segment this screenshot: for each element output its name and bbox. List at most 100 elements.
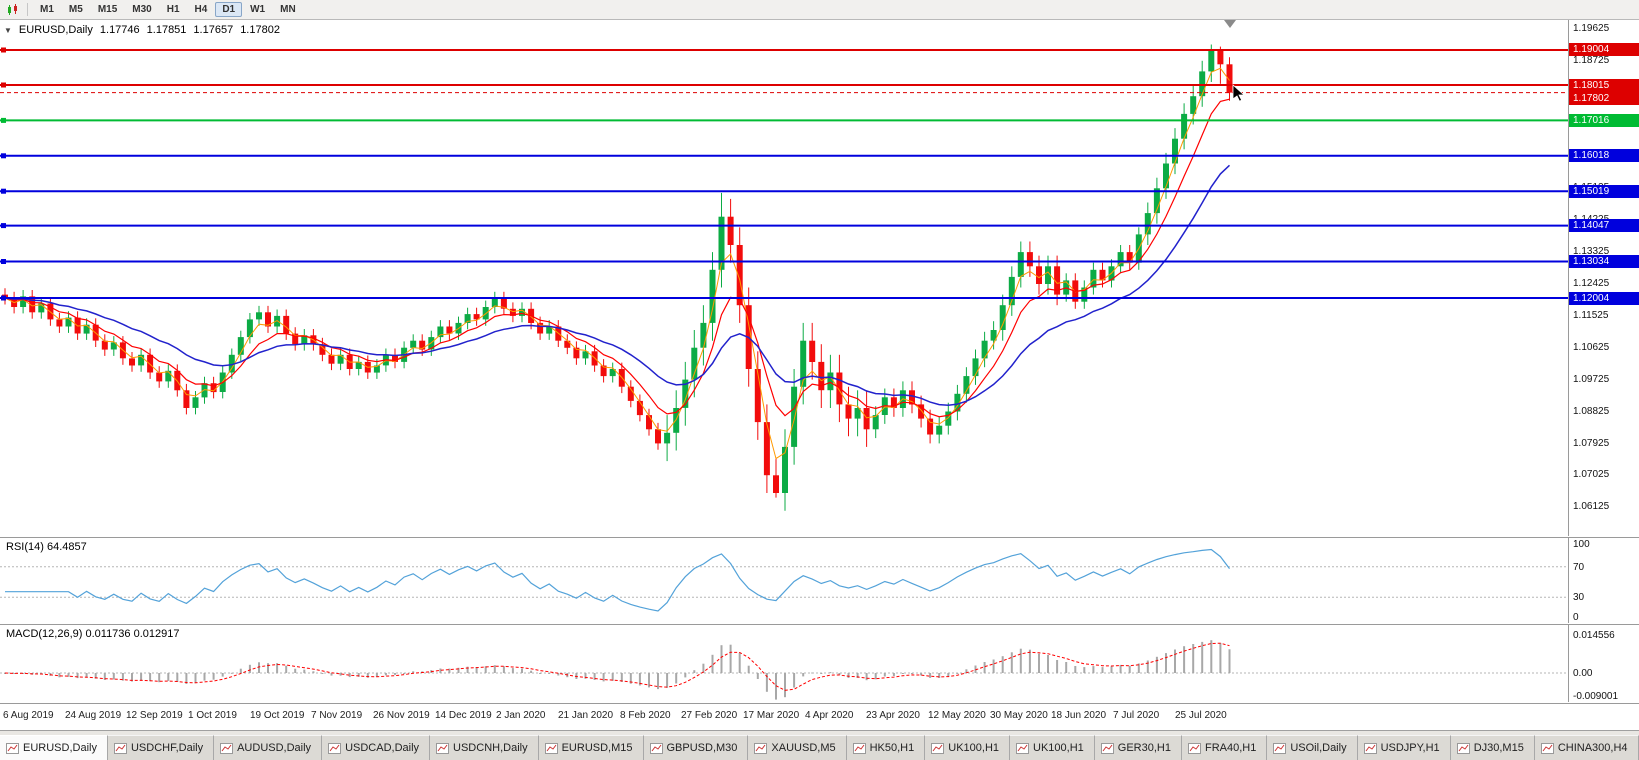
date-label: 12 Sep 2019 bbox=[126, 710, 183, 721]
hline-handle[interactable] bbox=[1, 153, 6, 159]
macd-axis[interactable]: 0.014556 0.00 -0.009001 bbox=[1568, 624, 1639, 702]
hline-handle[interactable] bbox=[1, 259, 6, 264]
open-value: 1.17746 bbox=[99, 24, 140, 36]
tab-label: HK50,H1 bbox=[869, 742, 915, 754]
rsi-panel[interactable]: RSI(14) 64.4857 bbox=[0, 537, 1568, 623]
timeframe-button-mn[interactable]: MN bbox=[280, 4, 296, 15]
macd-axis-label: 0.014556 bbox=[1573, 630, 1615, 642]
chart-tab-uk100-h1[interactable]: UK100,H1 bbox=[1010, 735, 1095, 760]
tab-chart-icon bbox=[852, 742, 866, 754]
chart-tab-ger30-h1[interactable]: GER30,H1 bbox=[1094, 735, 1182, 760]
price-axis[interactable]: 1.196251.187251.178251.169251.160251.151… bbox=[1568, 20, 1639, 536]
date-label: 25 Jul 2020 bbox=[1175, 710, 1227, 721]
hline-handle[interactable] bbox=[1, 82, 6, 88]
chart-tab-gbpusd-m30[interactable]: GBPUSD,M30 bbox=[643, 735, 749, 760]
timeframe-button-d1[interactable]: D1 bbox=[215, 2, 243, 17]
chart-tab-dj30-m15[interactable]: DJ30,M15 bbox=[1450, 735, 1535, 760]
timeframe-toolbar: M1 M5 M15 M30 H1 H4 D1 W1 MN bbox=[33, 2, 303, 17]
rsi-axis-label: 30 bbox=[1573, 592, 1585, 604]
rsi-axis[interactable]: 100 70 30 0 bbox=[1568, 537, 1639, 623]
price-level-badge: 1.14047 bbox=[1569, 219, 1639, 232]
date-label: 4 Apr 2020 bbox=[805, 710, 854, 721]
chart-tab-usdjpy-h1[interactable]: USDJPY,H1 bbox=[1357, 735, 1451, 760]
chart-tab-fra40-h1[interactable]: FRA40,H1 bbox=[1181, 735, 1268, 760]
date-label: 18 Jun 2020 bbox=[1051, 710, 1107, 721]
price-axis-label: 1.19625 bbox=[1573, 23, 1610, 34]
candlestick-chart-icon[interactable] bbox=[4, 3, 22, 16]
tab-label: UK100,H1 bbox=[948, 742, 1000, 754]
chart-tab-usdchf-daily[interactable]: USDCHF,Daily bbox=[107, 735, 215, 760]
tab-chart-icon bbox=[6, 742, 19, 754]
high-value: 1.17851 bbox=[146, 24, 187, 36]
macd-axis-label: 0.00 bbox=[1573, 668, 1593, 679]
date-label: 23 Apr 2020 bbox=[866, 710, 920, 721]
price-chart-panel[interactable]: ▼ EURUSD,Daily 1.17746 1.17851 1.17657 1… bbox=[0, 20, 1568, 536]
chart-tab-china300-h4[interactable]: CHINA300,H4 bbox=[1534, 735, 1639, 760]
macd-panel[interactable]: MACD(12,26,9) 0.011736 0.012917 bbox=[0, 624, 1568, 702]
date-label: 19 Oct 2019 bbox=[250, 710, 305, 721]
time-axis[interactable]: 6 Aug 2019 24 Aug 2019 12 Sep 2019 1 Oct 20… bbox=[0, 703, 1639, 730]
tab-chart-icon bbox=[754, 742, 768, 754]
tab-chart-icon bbox=[220, 742, 234, 754]
chart-tab-usoil-daily[interactable]: USOil,Daily bbox=[1267, 735, 1358, 760]
tab-chart-icon bbox=[436, 742, 450, 754]
price-level-badge: 1.18015 bbox=[1569, 79, 1639, 92]
chart-tab-eurusd-daily[interactable]: EURUSD,Daily bbox=[0, 735, 108, 760]
timeframe-button-m30[interactable]: M30 bbox=[132, 4, 152, 15]
price-axis-label: 1.12425 bbox=[1573, 278, 1610, 289]
tab-label: AUDUSD,Daily bbox=[237, 742, 312, 754]
tab-chart-icon bbox=[113, 742, 127, 754]
date-label: 7 Nov 2019 bbox=[311, 710, 363, 721]
price-axis-label: 1.18725 bbox=[1573, 55, 1610, 66]
date-label: 27 Feb 2020 bbox=[681, 710, 738, 721]
tab-label: CHINA300,H4 bbox=[1557, 742, 1628, 754]
chart-tab-hk50-h1[interactable]: HK50,H1 bbox=[846, 735, 926, 760]
symbol-label: EURUSD,Daily bbox=[18, 24, 93, 36]
timeframe-button-m5[interactable]: M5 bbox=[68, 4, 83, 15]
rsi-axis-label: 100 bbox=[1573, 539, 1590, 550]
current-price-badge: 1.17802 bbox=[1569, 92, 1639, 105]
timeframe-button-m15[interactable]: M15 bbox=[97, 4, 118, 15]
chart-tab-eurusd-m15[interactable]: EURUSD,M15 bbox=[538, 735, 644, 760]
tab-label: XAUUSD,M5 bbox=[771, 742, 836, 754]
date-label: 7 Jul 2020 bbox=[1113, 710, 1160, 721]
date-label: 1 Oct 2019 bbox=[188, 710, 237, 721]
price-level-badge: 1.15019 bbox=[1569, 185, 1639, 198]
chart-tab-xauusd-m5[interactable]: XAUUSD,M5 bbox=[748, 735, 847, 760]
macd-label: MACD(12,26,9) 0.011736 0.012917 bbox=[6, 628, 180, 640]
collapse-icon[interactable]: ▼ bbox=[4, 25, 12, 35]
price-axis-label: 1.09725 bbox=[1573, 374, 1610, 385]
hline-handle[interactable] bbox=[1, 117, 6, 123]
tab-chart-icon bbox=[649, 742, 663, 754]
rsi-svg bbox=[0, 548, 1568, 612]
timeframe-button-h4[interactable]: H4 bbox=[194, 4, 208, 15]
tab-chart-icon bbox=[1363, 742, 1377, 754]
chart-tab-usdcad-daily[interactable]: USDCAD,Daily bbox=[322, 735, 431, 760]
price-axis-label: 1.07025 bbox=[1573, 469, 1610, 480]
price-level-badge: 1.19004 bbox=[1569, 43, 1639, 56]
price-level-badge: 1.16018 bbox=[1569, 149, 1639, 162]
hline-handle[interactable] bbox=[1, 223, 6, 229]
tab-chart-icon bbox=[1273, 742, 1287, 754]
price-plot[interactable] bbox=[0, 20, 1568, 541]
timeframe-button-w1[interactable]: W1 bbox=[250, 4, 266, 15]
chart-tab-bar: EURUSD,Daily USDCHF,Daily AUDUSD,Daily USDC… bbox=[0, 730, 1639, 760]
rsi-plot bbox=[0, 538, 1568, 629]
tab-label: FRA40,H1 bbox=[1204, 742, 1257, 754]
hline-handle[interactable] bbox=[1, 188, 6, 194]
tab-chart-icon bbox=[328, 742, 342, 754]
tab-chart-icon bbox=[931, 742, 945, 754]
timeframe-button-h1[interactable]: H1 bbox=[166, 4, 180, 15]
hline-handle[interactable] bbox=[1, 47, 6, 53]
toolbar-separator bbox=[27, 3, 28, 16]
price-axis-label: 1.07925 bbox=[1573, 438, 1610, 449]
date-label: 17 Mar 2020 bbox=[743, 710, 800, 721]
timeframe-button-m1[interactable]: M1 bbox=[40, 4, 54, 15]
date-label: 24 Aug 2019 bbox=[65, 710, 122, 721]
chart-tab-audusd-daily[interactable]: AUDUSD,Daily bbox=[214, 735, 323, 760]
date-label: 8 Feb 2020 bbox=[620, 710, 671, 721]
chart-tab-uk100-h1[interactable]: UK100,H1 bbox=[925, 735, 1011, 760]
hline-handle[interactable] bbox=[1, 295, 6, 301]
chart-tab-usdcnh-daily[interactable]: USDCNH,Daily bbox=[430, 735, 539, 760]
tab-label: EURUSD,M15 bbox=[561, 742, 633, 754]
